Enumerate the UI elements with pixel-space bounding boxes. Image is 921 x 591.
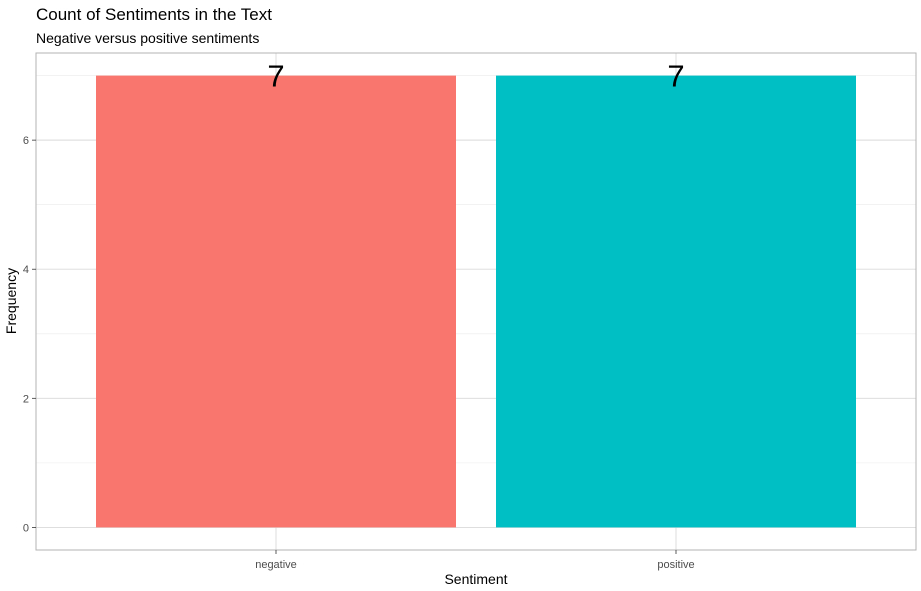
- x-tick-label: positive: [657, 559, 694, 571]
- bar-negative: [96, 75, 456, 528]
- y-tick-label: 2: [23, 393, 29, 405]
- chart-title: Count of Sentiments in the Text: [36, 5, 272, 24]
- panel-border: [35, 52, 917, 551]
- data-label-positive: 7: [667, 59, 684, 94]
- bars: [96, 75, 856, 528]
- x-axis-title: Sentiment: [444, 571, 507, 587]
- y-tick-label: 0: [23, 522, 29, 534]
- bar-positive: [496, 75, 856, 528]
- x-tick-label: negative: [255, 559, 297, 571]
- y-tick-label: 4: [23, 264, 29, 276]
- y-tick-label: 6: [23, 135, 29, 147]
- axes: 0 2 4 6 negative positive: [23, 135, 695, 571]
- y-axis-title: Frequency: [3, 268, 19, 334]
- chart-subtitle: Negative versus positive sentiments: [36, 30, 259, 46]
- data-label-negative: 7: [267, 59, 284, 94]
